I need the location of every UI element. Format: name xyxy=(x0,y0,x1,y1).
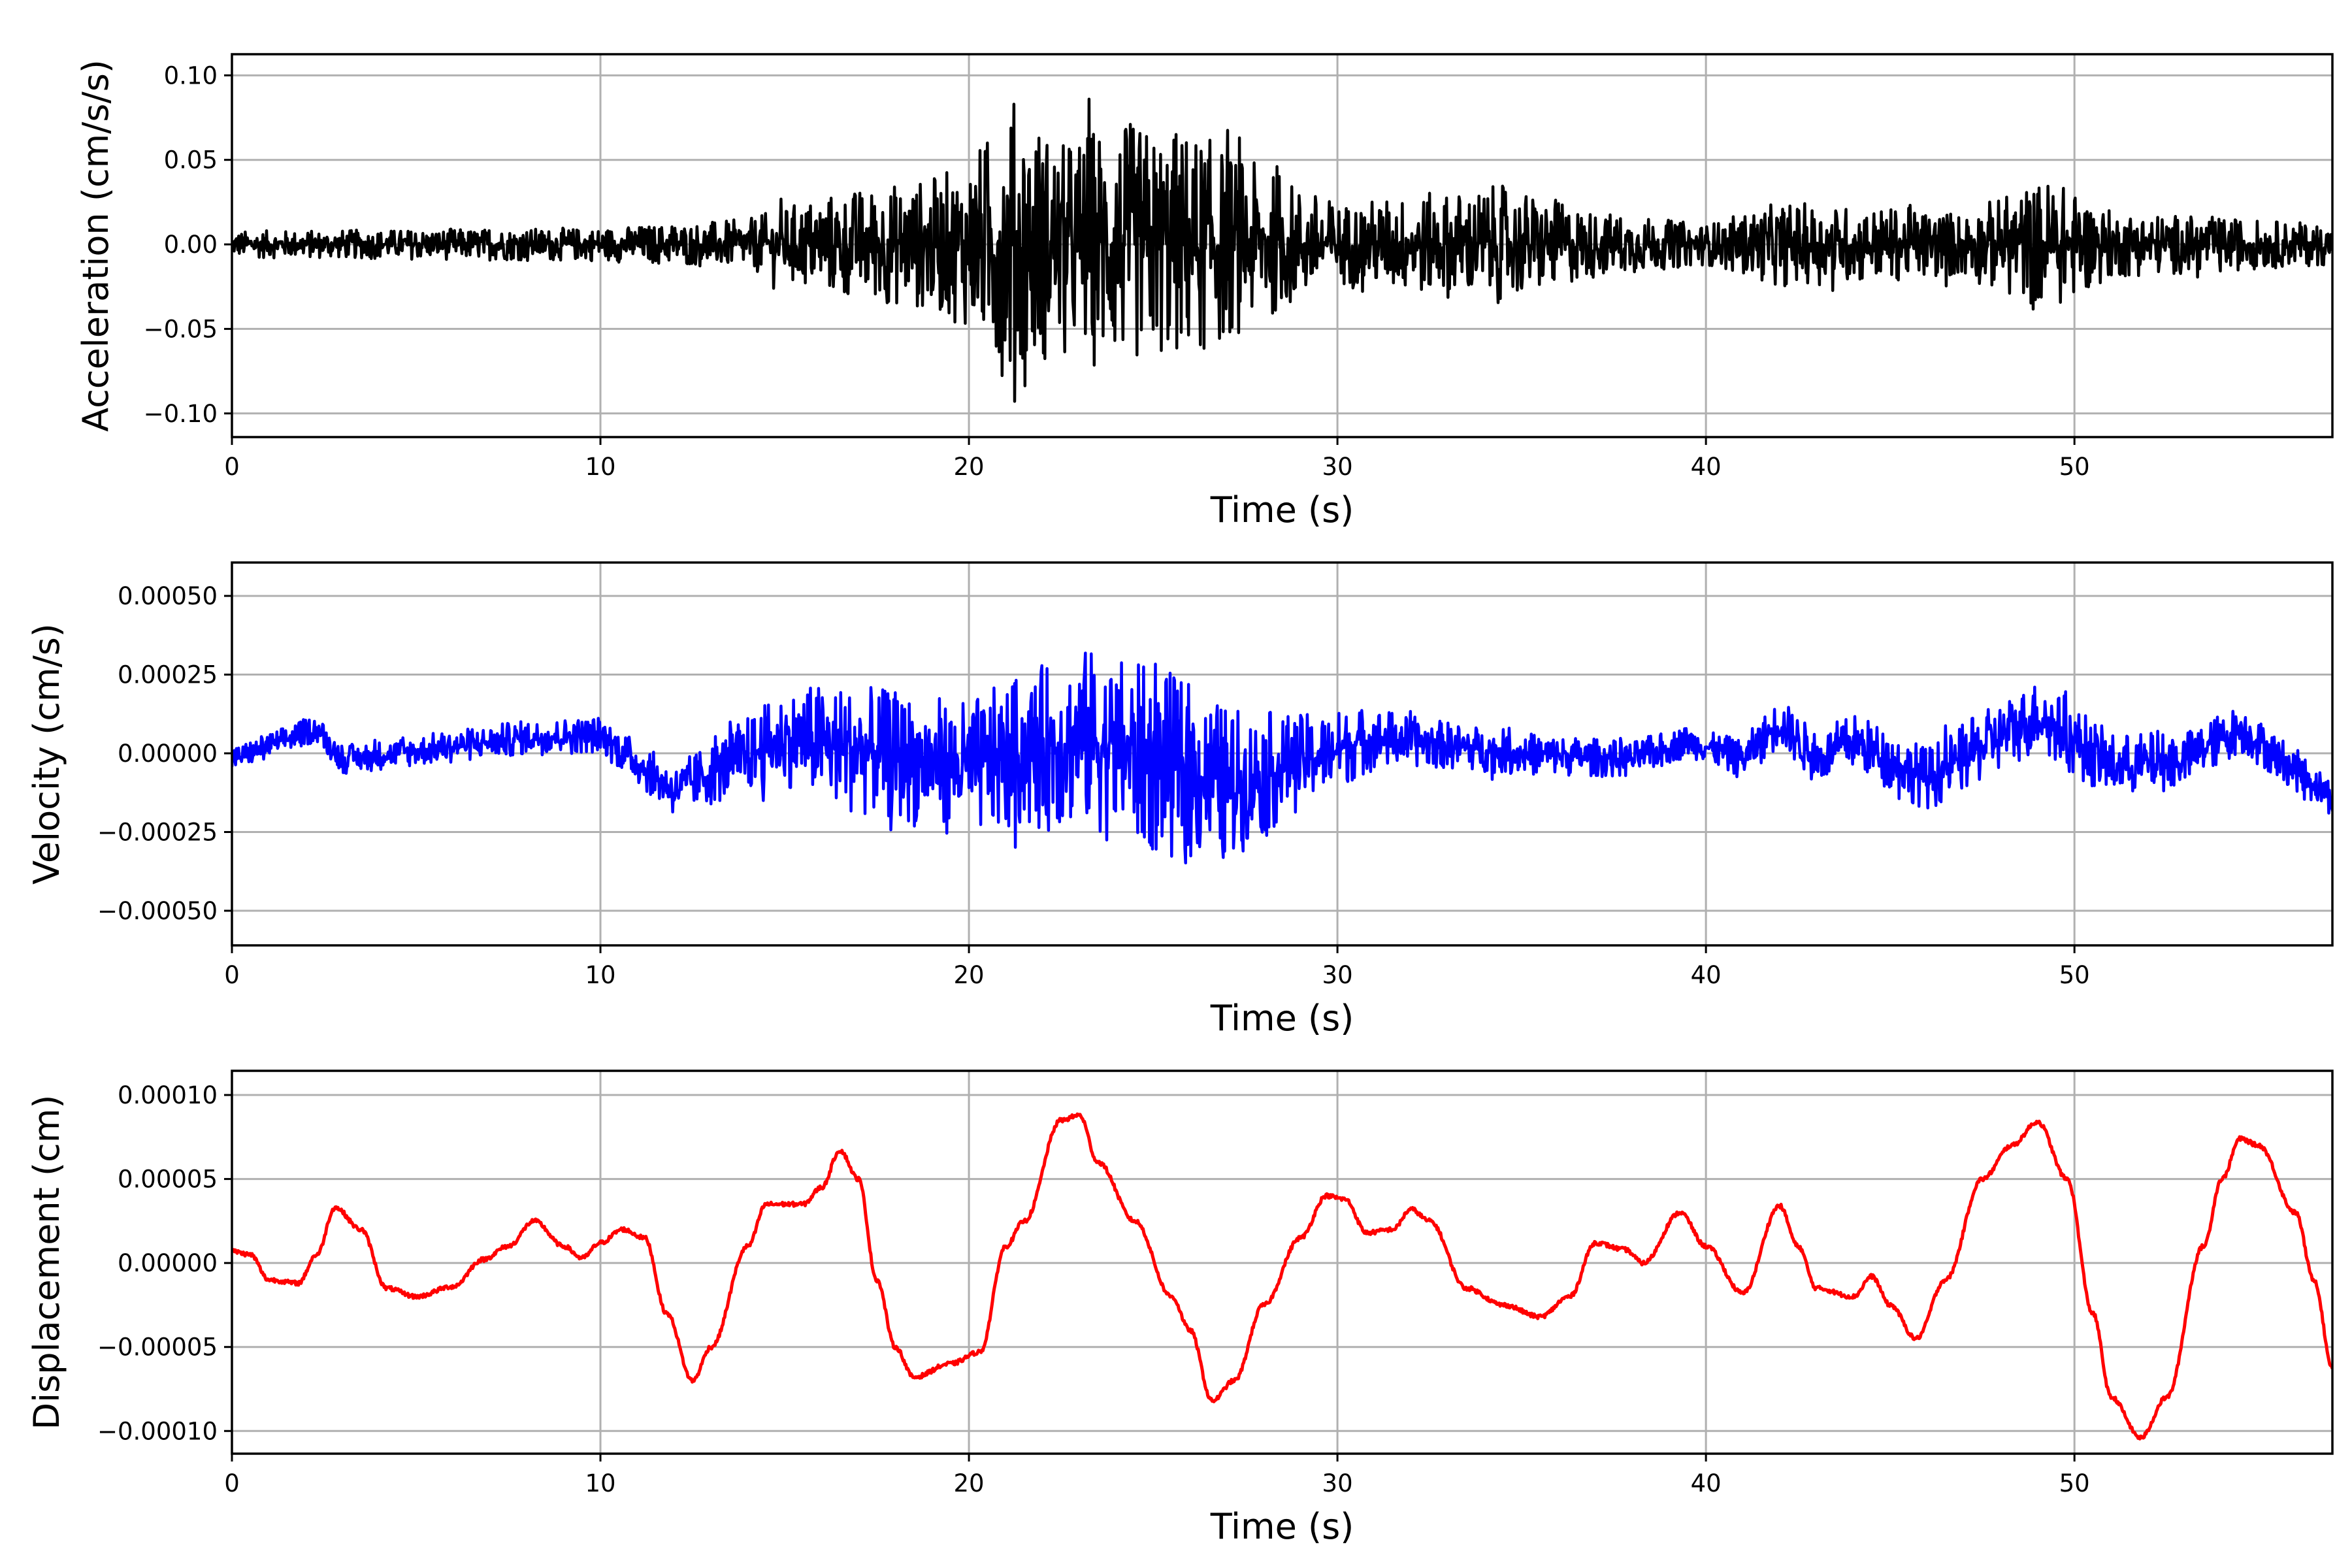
y-tick-label: −0.05 xyxy=(144,315,218,343)
x-tick-label: 0 xyxy=(224,1469,240,1497)
x-tick-label: 30 xyxy=(1322,1469,1353,1497)
x-tick-label: 0 xyxy=(224,961,240,989)
x-tick-label: 20 xyxy=(954,961,985,989)
x-tick-label: 10 xyxy=(585,453,615,481)
acceleration-line xyxy=(232,97,2332,403)
x-tick-label: 0 xyxy=(224,453,240,481)
y-axis-label: Displacement (cm) xyxy=(26,1095,67,1430)
x-tick-label: 50 xyxy=(2059,961,2090,989)
x-tick-label: 40 xyxy=(1691,961,1722,989)
y-axis-label: Velocity (cm/s) xyxy=(26,623,67,885)
x-tick-label: 40 xyxy=(1691,453,1722,481)
y-tick-label: −0.00005 xyxy=(97,1333,218,1362)
x-tick-label: 10 xyxy=(585,961,615,989)
y-tick-label: 0.00010 xyxy=(118,1081,218,1109)
velocity-line xyxy=(232,651,2332,865)
y-tick-label: 0.00000 xyxy=(118,1249,218,1277)
x-tick-label: 50 xyxy=(2059,1469,2090,1497)
x-tick-label: 20 xyxy=(954,1469,985,1497)
y-tick-label: 0.00000 xyxy=(118,740,218,768)
velocity-plot: 0 10 20 30 40 50 −0.00050 −0.00025 0.00000 0.0002… xyxy=(26,561,2334,1039)
axes-frame xyxy=(231,53,2334,438)
y-tick-label: 0.00025 xyxy=(118,661,218,689)
x-tick-label: 30 xyxy=(1322,961,1353,989)
y-tick-label: 0.10 xyxy=(164,61,218,90)
acceleration-plot: 0 10 20 30 40 50 −0.10 −0.05 0.00 0.05 0.10 Time (s… xyxy=(75,53,2334,531)
x-tick-label: 10 xyxy=(585,1469,615,1497)
x-axis-label: Time (s) xyxy=(1210,998,1354,1039)
y-tick-label: 0.00 xyxy=(164,231,218,259)
y-tick-label: 0.05 xyxy=(164,146,218,174)
x-axis-label: Time (s) xyxy=(1210,489,1354,531)
axes-frame xyxy=(231,561,2334,947)
x-axis-label: Time (s) xyxy=(1210,1506,1354,1547)
y-tick-label: −0.00050 xyxy=(97,897,218,925)
x-tick-label: 50 xyxy=(2059,453,2090,481)
x-tick-label: 40 xyxy=(1691,1469,1722,1497)
y-tick-label: −0.00025 xyxy=(97,819,218,847)
displacement-line xyxy=(232,1112,2332,1441)
y-tick-label: −0.00010 xyxy=(97,1417,218,1445)
y-tick-label: 0.00005 xyxy=(118,1166,218,1194)
y-tick-label: −0.10 xyxy=(144,400,218,428)
y-axis-label: Acceleration (cm/s/s) xyxy=(75,59,116,432)
y-tick-label: 0.00050 xyxy=(118,582,218,610)
x-tick-label: 20 xyxy=(954,453,985,481)
axes-frame xyxy=(231,1070,2334,1455)
x-tick-label: 30 xyxy=(1322,453,1353,481)
displacement-plot: 0 10 20 30 40 50 −0.00010 −0.00005 0.00000 0.0000… xyxy=(26,1070,2334,1547)
